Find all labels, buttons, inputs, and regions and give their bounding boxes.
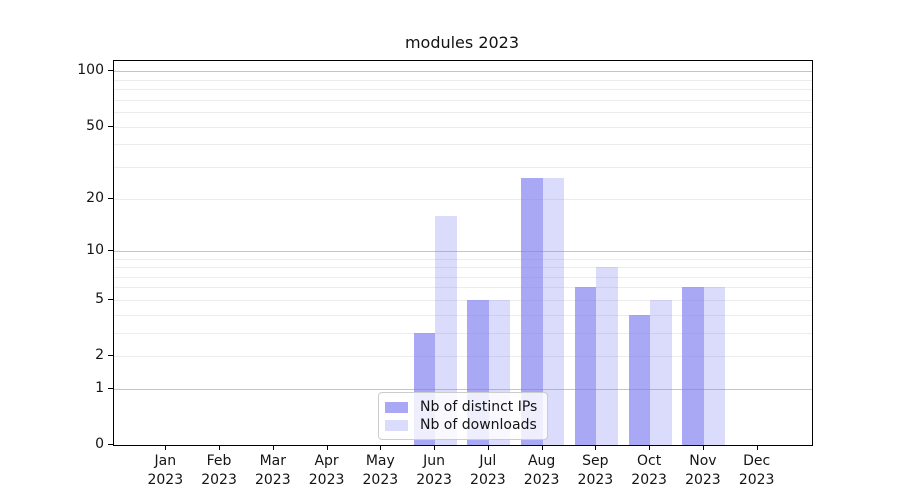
y-tick-label: 5 [95,290,104,307]
x-tick-label: Jan 2023 [147,453,184,488]
y-axis-tick [108,388,113,389]
legend-swatch-downloads [385,419,408,431]
legend-item: Nb of distinct IPs [385,398,537,416]
x-axis-tick [327,445,328,450]
bar-distinct-ips [682,287,704,445]
legend-label: Nb of downloads [420,417,537,433]
bar-downloads [703,287,726,445]
grid-line [114,198,812,200]
y-axis-tick [108,299,113,300]
bar-downloads [596,267,618,445]
x-tick-label: Oct 2023 [631,453,667,488]
grid-line [114,314,812,316]
x-axis-tick [219,445,220,450]
bar-downloads [650,299,672,445]
y-axis-tick [108,355,113,356]
x-axis-tick [273,445,274,450]
bar-distinct-ips [574,287,597,445]
y-tick-label: 2 [95,347,104,364]
legend: Nb of distinct IPs Nb of downloads [378,392,549,440]
grid-line [114,126,812,128]
y-tick-label: 100 [77,62,104,79]
x-axis-tick [434,445,435,450]
grid-line [114,258,812,260]
chart-title: modules 2023 [404,33,520,52]
grid-line [114,355,812,357]
grid-line [114,266,812,268]
x-tick-label: Aug 2023 [523,453,560,488]
x-axis-tick [488,445,489,450]
x-tick-label: Mar 2023 [254,453,291,488]
y-axis-tick [108,126,113,127]
grid-line [114,286,812,288]
grid-line [114,299,812,301]
grid-line [114,276,812,278]
x-tick-label: Sep 2023 [577,453,614,488]
grid-line [114,388,812,390]
grid-line [114,143,812,145]
x-axis-tick [380,445,381,450]
y-tick-label: 10 [86,241,104,258]
x-tick-label: Nov 2023 [685,453,721,488]
x-axis-tick [165,445,166,450]
x-axis-tick [649,445,650,450]
grid-line [114,111,812,113]
x-tick-label: Feb 2023 [201,453,237,488]
y-tick-label: 1 [95,379,104,396]
grid-line [114,332,812,334]
y-axis-tick [108,444,113,445]
x-axis-tick [703,445,704,450]
y-axis-tick [108,198,113,199]
legend-swatch-ips [385,401,408,413]
x-axis-tick [595,445,596,450]
grid-line [114,70,812,72]
bar-distinct-ips [521,178,543,445]
bar-distinct-ips [628,314,651,445]
x-tick-label: Jun 2023 [416,453,452,488]
y-axis-tick [108,70,113,71]
bar-downloads [435,215,457,445]
grid-line [114,88,812,90]
x-tick-label: Apr 2023 [308,453,345,488]
x-tick-label: Jul 2023 [470,453,506,488]
x-tick-label: Dec 2023 [738,453,775,488]
legend-item: Nb of downloads [385,416,537,434]
y-tick-label: 50 [86,117,104,134]
x-axis-tick [757,445,758,450]
grid-line [114,250,812,252]
y-tick-label: 20 [86,189,104,206]
x-axis-tick [542,445,543,450]
x-tick-label: May 2023 [362,453,399,488]
plot-area: Nb of distinct IPs Nb of downloads [113,60,813,446]
legend-label: Nb of distinct IPs [420,399,538,415]
bar-downloads [542,178,565,445]
y-axis-tick [108,250,113,251]
grid-line [114,79,812,81]
grid-line [114,99,812,101]
grid-line [114,166,812,168]
y-tick-label: 0 [95,436,104,452]
